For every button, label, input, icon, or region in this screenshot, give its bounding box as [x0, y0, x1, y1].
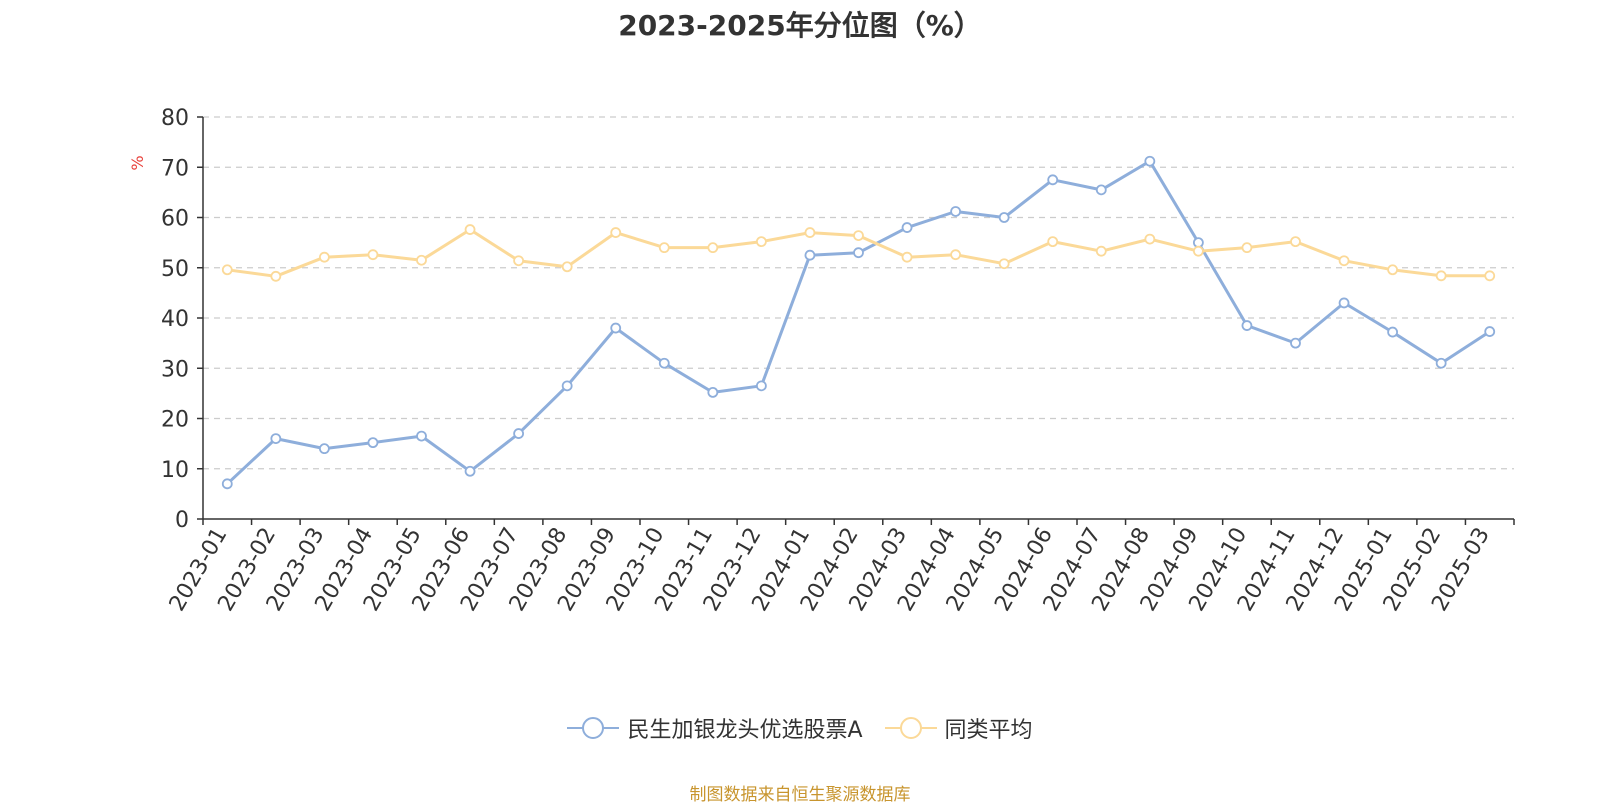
- legend-item-average[interactable]: 同类平均: [884, 712, 1033, 744]
- data-point-0[interactable]: [1144, 155, 1156, 167]
- legend: 民生加银龙头优选股票A 同类平均: [0, 712, 1600, 744]
- y-tick-label: 20: [161, 408, 189, 433]
- chart-title: 2023-2025年分位图（%）: [618, 9, 982, 42]
- data-point-0[interactable]: [1387, 326, 1399, 338]
- data-point-1[interactable]: [755, 236, 767, 248]
- data-point-1[interactable]: [464, 224, 476, 235]
- data-point-1[interactable]: [1241, 242, 1253, 254]
- data-point-1[interactable]: [950, 249, 962, 261]
- data-point-0[interactable]: [901, 222, 913, 233]
- data-point-1[interactable]: [1435, 270, 1447, 282]
- data-point-1[interactable]: [367, 249, 379, 261]
- data-point-0[interactable]: [804, 249, 816, 261]
- data-point-1[interactable]: [1047, 236, 1059, 248]
- data-point-1[interactable]: [658, 242, 670, 254]
- y-tick-label: 60: [161, 207, 189, 232]
- data-point-1[interactable]: [610, 227, 622, 238]
- data-point-0[interactable]: [221, 478, 233, 490]
- y-tick-label: 50: [161, 257, 189, 282]
- data-point-0[interactable]: [367, 437, 379, 449]
- y-tick-label: 70: [161, 156, 189, 181]
- data-point-0[interactable]: [1241, 320, 1253, 331]
- data-point-0[interactable]: [853, 247, 864, 259]
- data-point-0[interactable]: [561, 380, 573, 392]
- data-point-1[interactable]: [707, 242, 719, 254]
- data-point-0[interactable]: [950, 206, 962, 217]
- y-tick-label: 0: [175, 508, 189, 533]
- data-point-0[interactable]: [416, 430, 427, 442]
- data-point-0[interactable]: [1047, 174, 1059, 186]
- data-point-0[interactable]: [513, 428, 525, 439]
- data-point-0[interactable]: [318, 443, 330, 455]
- data-point-0[interactable]: [610, 322, 622, 334]
- data-point-0[interactable]: [1338, 297, 1350, 309]
- data-point-1[interactable]: [270, 270, 282, 282]
- data-point-1[interactable]: [1290, 236, 1301, 248]
- y-tick-label: 40: [161, 307, 189, 332]
- legend-marker-fund-icon: [567, 717, 620, 739]
- data-point-0[interactable]: [707, 386, 719, 398]
- data-point-0[interactable]: [1095, 184, 1107, 196]
- axes: 010203040506070802023-012023-022023-0320…: [161, 106, 1515, 616]
- data-point-1[interactable]: [416, 254, 427, 266]
- data-point-0[interactable]: [755, 380, 767, 392]
- y-tick-label: 30: [161, 357, 189, 382]
- data-point-1[interactable]: [318, 251, 330, 263]
- data-point-1[interactable]: [1338, 255, 1350, 267]
- series-lines: [221, 155, 1496, 490]
- y-axis-label: %: [128, 155, 147, 170]
- data-point-1[interactable]: [1192, 245, 1204, 257]
- data-point-0[interactable]: [464, 465, 476, 477]
- data-point-1[interactable]: [513, 255, 525, 267]
- legend-marker-average-icon: [884, 717, 937, 739]
- data-point-0[interactable]: [1435, 357, 1447, 369]
- data-point-1[interactable]: [1144, 233, 1156, 245]
- grid-lines: [203, 116, 1514, 470]
- data-point-1[interactable]: [221, 264, 233, 276]
- legend-label-fund: 民生加银龙头优选股票A: [627, 718, 863, 743]
- data-point-1[interactable]: [901, 251, 913, 263]
- legend-label-average: 同类平均: [944, 718, 1033, 743]
- data-point-1[interactable]: [1095, 245, 1107, 257]
- y-tick-label: 80: [161, 106, 189, 131]
- legend-item-fund[interactable]: 民生加银龙头优选股票A: [567, 712, 863, 744]
- data-point-1[interactable]: [561, 261, 573, 273]
- data-point-0[interactable]: [658, 357, 670, 369]
- data-point-1[interactable]: [1484, 270, 1496, 282]
- y-tick-label: 10: [161, 458, 189, 483]
- data-point-1[interactable]: [1387, 264, 1399, 276]
- data-point-1[interactable]: [998, 258, 1010, 270]
- data-point-1[interactable]: [853, 230, 864, 241]
- data-point-1[interactable]: [804, 227, 816, 238]
- data-point-0[interactable]: [270, 433, 282, 445]
- data-point-0[interactable]: [1290, 337, 1301, 349]
- data-point-0[interactable]: [1484, 326, 1496, 337]
- source-note: 制图数据来自恒生聚源数据库: [689, 785, 911, 805]
- data-point-0[interactable]: [998, 212, 1010, 223]
